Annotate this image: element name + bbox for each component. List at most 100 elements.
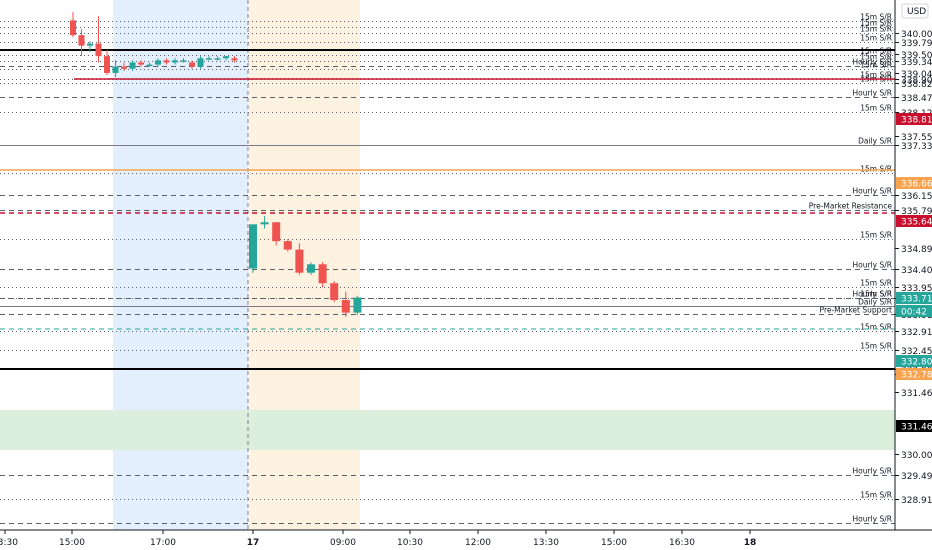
candle-body	[206, 58, 212, 60]
price-badge-label: 331.46	[901, 423, 932, 433]
candle-body	[197, 58, 204, 67]
time-tick-label: 17	[247, 538, 260, 548]
price-tick-label: 332.45	[901, 347, 932, 357]
price-tick-label: 332.91	[901, 328, 932, 338]
candle-body	[189, 62, 195, 67]
sr-level-label: Hourly S/R	[853, 467, 892, 476]
time-tick-label: 15:00	[59, 538, 85, 548]
price-badge	[896, 420, 932, 432]
price-tick-label: 328.91	[901, 496, 932, 506]
sr-level-label: 15m S/R	[860, 491, 892, 500]
candle-body	[223, 56, 229, 59]
time-tick-label: 16:30	[669, 538, 695, 548]
candle-body	[260, 222, 269, 225]
time-tick-label: 17:00	[150, 538, 176, 548]
sr-level-label: 15m S/R	[860, 323, 892, 332]
time-axis-bg	[0, 530, 932, 550]
sr-level-label: 15m S/R	[860, 53, 892, 62]
sr-level-label: Hourly S/R	[853, 58, 892, 67]
sr-level-label: Hourly S/R	[853, 89, 892, 98]
price-tick-label: 338.47	[901, 94, 932, 104]
candle-body	[341, 300, 350, 313]
sr-level-label: Daily S/R	[858, 137, 892, 146]
sr-level-label: 15m S/R	[860, 34, 892, 43]
price-tick-label: 333.95	[901, 284, 932, 294]
time-tick-label: 13:30	[0, 538, 18, 548]
candles	[70, 12, 362, 317]
price-tick-label: 338.82	[901, 80, 932, 90]
currency-box[interactable]	[901, 3, 929, 19]
sr-level-label: 15m S/R	[860, 71, 892, 80]
price-badge-label: 332.78	[901, 371, 932, 381]
candle-body	[180, 60, 187, 62]
candle-body	[353, 297, 362, 313]
candle-body	[78, 35, 85, 46]
price-tick-label: 340.00	[901, 30, 932, 40]
candle-body	[307, 264, 315, 273]
candle-body	[129, 62, 136, 69]
candle-body	[163, 60, 170, 63]
candle-body	[231, 58, 238, 61]
candle-body	[214, 58, 221, 60]
price-badge	[896, 355, 932, 367]
settings-corner[interactable]	[896, 531, 932, 550]
price-tick-label: 339.04	[901, 70, 932, 80]
price-tick-label: 338.90	[901, 76, 932, 86]
sr-level-label: 15m S/R	[860, 104, 892, 113]
session-backgrounds	[0, 0, 895, 530]
candle-body	[70, 20, 76, 36]
sr-level-label: Hourly S/R	[853, 290, 892, 299]
candle-body	[272, 222, 281, 242]
price-axis: USD	[894, 0, 932, 550]
support-zone	[0, 410, 895, 450]
candle-body	[283, 241, 292, 250]
price-tick-label: 339.50	[901, 51, 932, 61]
sr-level-label: 15m S/R	[860, 279, 892, 288]
candle-body	[121, 66, 127, 69]
time-tick-label: 15:00	[601, 538, 627, 548]
candle-body	[104, 56, 110, 73]
sr-level-label: Pre-Market Resistance	[809, 202, 893, 211]
price-axis-bg	[895, 0, 932, 530]
price-badge-label: 338.81	[901, 116, 932, 126]
sr-level-label: 15m S/R	[860, 165, 892, 174]
time-tick-label: 13:30	[533, 538, 559, 548]
time-axis	[0, 529, 932, 550]
price-badge-label: 332.80	[901, 358, 932, 368]
price-tick-label: 337.33	[901, 142, 932, 152]
currency-label: USD	[907, 7, 926, 17]
candle-body	[155, 60, 161, 65]
price-badge	[896, 292, 932, 304]
price-badges: 338.81 336.66 335.64 333.71 00:42 332.80 332.7…	[896, 113, 932, 433]
sr-level-label: 15m S/R	[860, 61, 892, 70]
price-tick-label: 330.00	[901, 451, 932, 461]
price-tick-label: 336.15	[901, 192, 932, 202]
candle-body	[138, 62, 144, 65]
price-badge-label: 00:42	[901, 308, 927, 318]
time-ticks: 13:30 15:00 17:00 17 09:00 10:30 12:00 13:30 15:…	[0, 530, 756, 548]
candle-body	[95, 43, 102, 57]
price-badge	[896, 177, 932, 189]
candle-body	[249, 224, 257, 269]
time-tick-label: 09:00	[330, 538, 356, 548]
sr-level-label: Hourly S/R	[853, 515, 892, 524]
sr-level-label: 15m S/R	[860, 290, 892, 299]
price-tick-label: 334.89	[901, 245, 932, 255]
price-tick-label: 334.40	[901, 266, 932, 276]
sr-level-label: Hourly S/R	[853, 261, 892, 270]
candle-body	[87, 43, 93, 46]
key-lines	[0, 49, 895, 370]
sr-level-label: 15m S/R	[860, 231, 892, 240]
sr-level-label: 15m S/R	[860, 342, 892, 351]
sr-level-label: 15m S/R	[860, 19, 892, 28]
price-tick-label: 329.49	[901, 472, 932, 482]
price-tick-label: 337.55	[901, 133, 932, 143]
price-badge-label: 335.64	[901, 218, 932, 228]
candle-body	[172, 60, 178, 63]
price-tick-label: 331.46	[901, 389, 932, 399]
price-badge	[896, 368, 932, 380]
price-badge	[896, 215, 932, 227]
time-tick-label: 18	[744, 538, 757, 548]
time-tick-label: 10:30	[397, 538, 423, 548]
